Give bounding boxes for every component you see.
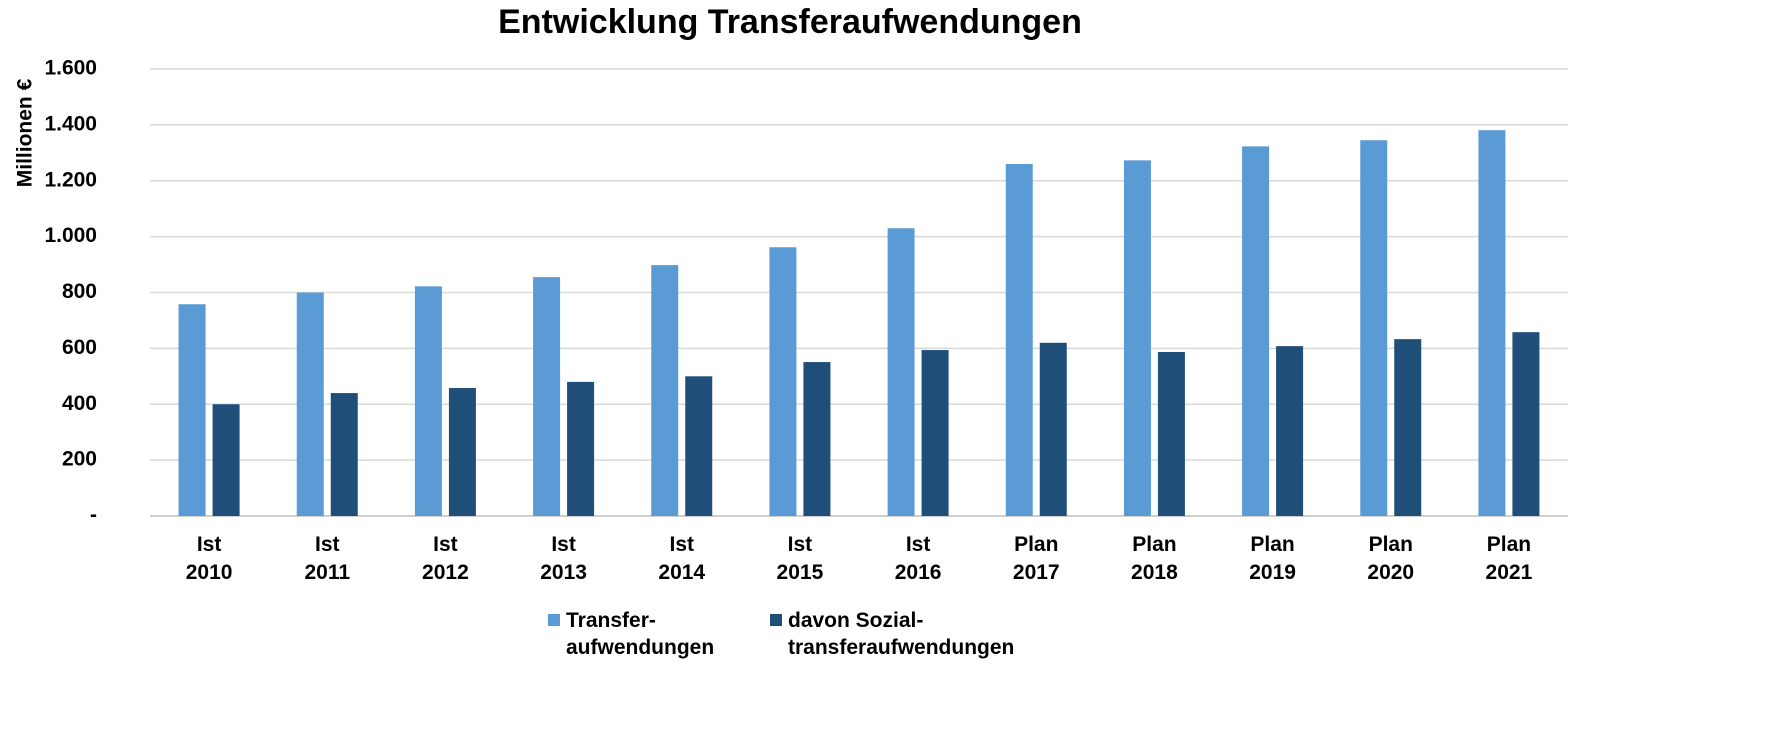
- bar: [769, 247, 797, 516]
- y-tick-label: 1.200: [44, 168, 97, 191]
- x-tick-label: Ist 2015: [777, 533, 824, 584]
- bar: [1360, 140, 1388, 516]
- y-tick-label: 400: [62, 392, 97, 415]
- bar: [567, 381, 595, 516]
- x-tick-label: Plan 2020: [1367, 533, 1414, 584]
- y-tick-label: -: [90, 504, 97, 527]
- legend-label: Transfer-aufwendungen: [566, 609, 714, 659]
- bar: [414, 286, 442, 516]
- x-tick-label: Ist 2012: [422, 533, 469, 584]
- x-tick-label: Ist 2014: [658, 533, 705, 584]
- x-tick-label: Ist 2011: [304, 533, 350, 584]
- x-tick-label: Ist 2016: [895, 533, 942, 584]
- bar: [296, 292, 324, 516]
- bar: [1123, 160, 1151, 516]
- bar: [1512, 332, 1540, 516]
- bar: [921, 350, 949, 516]
- legend-swatch: [770, 614, 782, 626]
- y-tick-label: 200: [62, 448, 97, 471]
- legend-label: davon Sozial-transferaufwendungen: [788, 609, 1014, 659]
- x-tick-label: Plan 2019: [1249, 533, 1296, 584]
- bar: [178, 304, 206, 516]
- bar: [212, 404, 240, 516]
- bar: [685, 376, 713, 516]
- bar: [1039, 342, 1067, 516]
- x-tick-label: Plan 2018: [1131, 533, 1178, 584]
- y-tick-label: 1.000: [44, 224, 97, 247]
- x-tick-label: Plan 2021: [1486, 533, 1533, 584]
- y-tick-label: 600: [62, 336, 97, 359]
- y-axis-label: Millionen €: [14, 78, 37, 187]
- bar: [1157, 352, 1185, 516]
- bar: [533, 277, 561, 516]
- x-tick-label: Ist 2010: [186, 533, 233, 584]
- y-tick-label: 1.600: [44, 57, 97, 80]
- bar: [803, 362, 831, 516]
- y-tick-label: 800: [62, 280, 97, 303]
- legend-swatch: [548, 614, 560, 626]
- chart-title: Entwicklung Transferaufwendungen: [498, 3, 1082, 41]
- y-tick-label: 1.400: [44, 112, 97, 135]
- bar: [1478, 130, 1506, 517]
- bar: [1242, 146, 1270, 516]
- bar: [887, 228, 915, 516]
- bar: [651, 265, 679, 516]
- bar: [1005, 163, 1033, 517]
- bar: [1276, 346, 1304, 516]
- x-tick-label: Ist 2013: [540, 533, 587, 584]
- x-tick-label: Plan 2017: [1013, 533, 1060, 584]
- bar: [330, 393, 358, 516]
- bar: [1394, 339, 1422, 516]
- bar: [448, 388, 476, 516]
